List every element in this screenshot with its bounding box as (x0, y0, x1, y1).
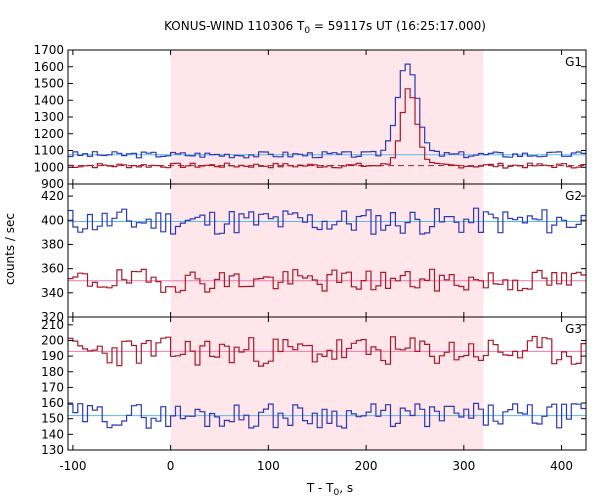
chart-title: KONUS-WIND 110306 T0 = 59117s UT (16:25:… (164, 19, 486, 36)
panel-label: G3 (565, 322, 582, 336)
y-tick-label: 1400 (33, 93, 64, 107)
y-tick-label: 420 (41, 189, 64, 203)
series-line-2 (68, 402, 586, 429)
x-tick-label: 0 (167, 459, 175, 473)
y-tick-label: 360 (41, 262, 64, 276)
chart-title-main: KONUS-WIND 110306 T (164, 19, 305, 33)
x-tick-label: 100 (257, 459, 280, 473)
chart-title-sub: 0 (304, 26, 310, 36)
y-tick-label: 1500 (33, 77, 64, 91)
y-tick-label: 140 (41, 427, 64, 441)
x-axis-label-rest: , s (339, 481, 353, 495)
panel-frame (67, 316, 587, 451)
y-tick-label: 200 (41, 333, 64, 347)
y-tick-label: 1600 (33, 60, 64, 74)
x-axis-label-main: T - T (306, 481, 334, 495)
y-tick-label: 190 (41, 349, 64, 363)
y-tick-label: 340 (41, 286, 64, 300)
chart-title-rest: = 59117s UT (16:25:17.000) (310, 19, 486, 33)
shaded-interval (170, 50, 484, 450)
panel-g1: 900 1000 1100 1200 1300 1400 1500 1600 1700 G1 (33, 43, 587, 191)
y-tick-label: 380 (41, 237, 64, 251)
y-tick-label: 180 (41, 365, 64, 379)
panel-label: G1 (565, 55, 582, 69)
panel-label: G2 (565, 189, 582, 203)
series-line-1 (68, 335, 586, 367)
y-tick-label: 150 (41, 412, 64, 426)
y-tick-label: 320 (41, 310, 64, 324)
panel-g2: 320 340 360 380 400 420 G2 (41, 183, 587, 324)
y-tick-label: 1200 (33, 127, 64, 141)
x-axis-label-sub: 0 (334, 488, 340, 498)
x-tick-label: 300 (452, 459, 475, 473)
y-tick-label: 1300 (33, 110, 64, 124)
y-tick-label: 900 (41, 177, 64, 191)
x-tick-label: 200 (355, 459, 378, 473)
x-tick-label: -100 (59, 459, 86, 473)
series-line-2 (68, 88, 586, 169)
y-tick-label: 1000 (33, 160, 64, 174)
series-line-2 (68, 268, 586, 293)
y-tick-label: 400 (41, 213, 64, 227)
x-axis-label: T - T0, s (306, 481, 353, 498)
x-tick-label: 400 (550, 459, 573, 473)
y-tick-label: 1100 (33, 144, 64, 158)
y-axis-label: counts / sec (3, 213, 17, 285)
y-tick-label: 210 (41, 318, 64, 332)
y-tick-label: 160 (41, 396, 64, 410)
y-tick-label: 1700 (33, 43, 64, 57)
y-tick-label: 130 (41, 443, 64, 457)
series-line-1 (68, 63, 586, 159)
y-tick-label: 170 (41, 380, 64, 394)
series-line-1 (68, 207, 586, 235)
